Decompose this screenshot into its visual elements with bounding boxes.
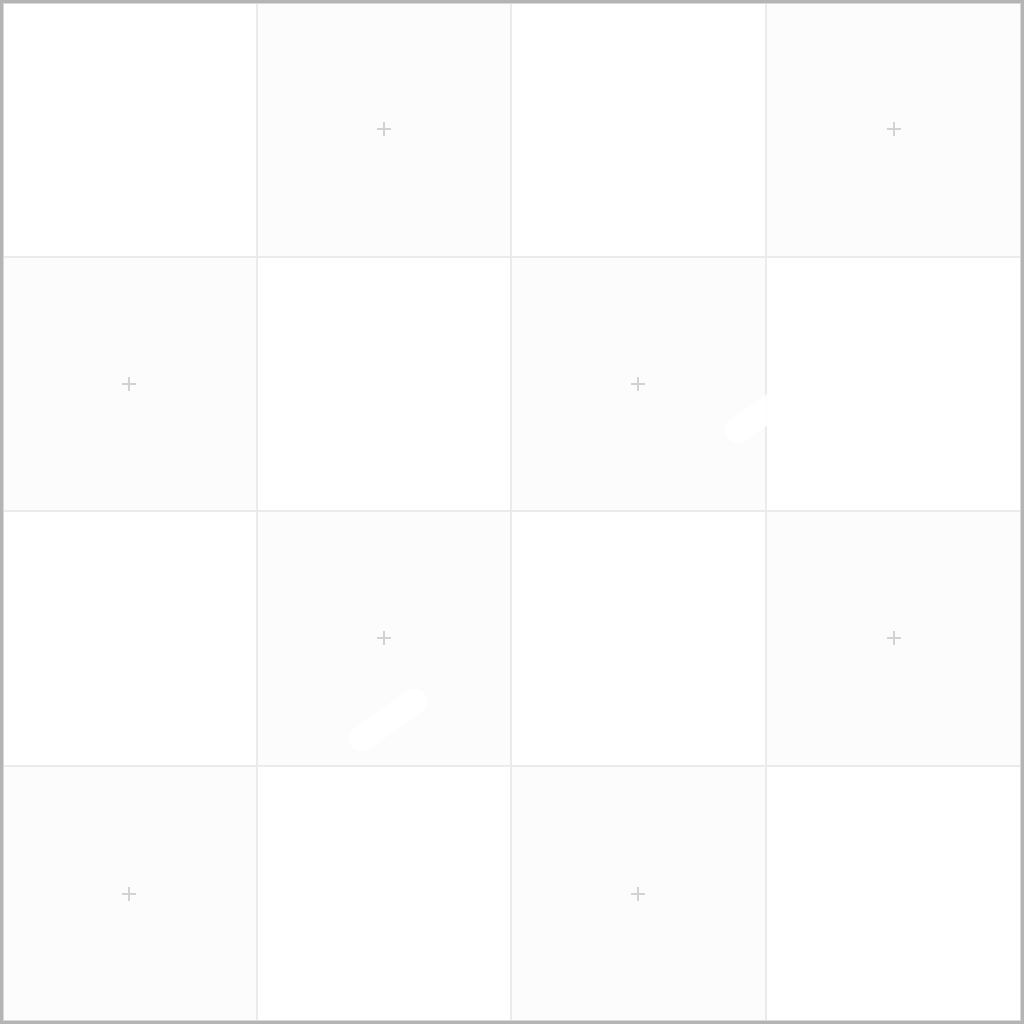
tile-r4-c2[interactable] — [257, 766, 512, 1021]
tile-r1-c1[interactable] — [3, 3, 258, 258]
tile-r4-c4[interactable] — [766, 766, 1021, 1021]
tile-r2-c1[interactable] — [3, 257, 258, 512]
tile-r1-c3[interactable] — [512, 3, 767, 258]
tile-r3-c1[interactable] — [3, 512, 258, 767]
plus-icon — [630, 376, 646, 392]
tile-r2-c4[interactable] — [766, 257, 1021, 512]
tile-r3-c2[interactable] — [257, 512, 512, 767]
plus-icon — [376, 121, 392, 137]
tile-grid — [3, 3, 1021, 1021]
plus-icon — [886, 630, 902, 646]
tile-r4-c1[interactable] — [3, 766, 258, 1021]
plus-icon — [376, 630, 392, 646]
tile-r3-c3[interactable] — [512, 512, 767, 767]
plus-icon — [121, 886, 137, 902]
tile-r2-c3[interactable] — [512, 257, 767, 512]
tile-r1-c2[interactable] — [257, 3, 512, 258]
plus-icon — [886, 121, 902, 137]
plus-icon — [630, 886, 646, 902]
tile-r4-c3[interactable] — [512, 766, 767, 1021]
tile-r3-c4[interactable] — [766, 512, 1021, 767]
tile-r1-c4[interactable] — [766, 3, 1021, 258]
plus-icon — [121, 376, 137, 392]
tile-r2-c2[interactable] — [257, 257, 512, 512]
